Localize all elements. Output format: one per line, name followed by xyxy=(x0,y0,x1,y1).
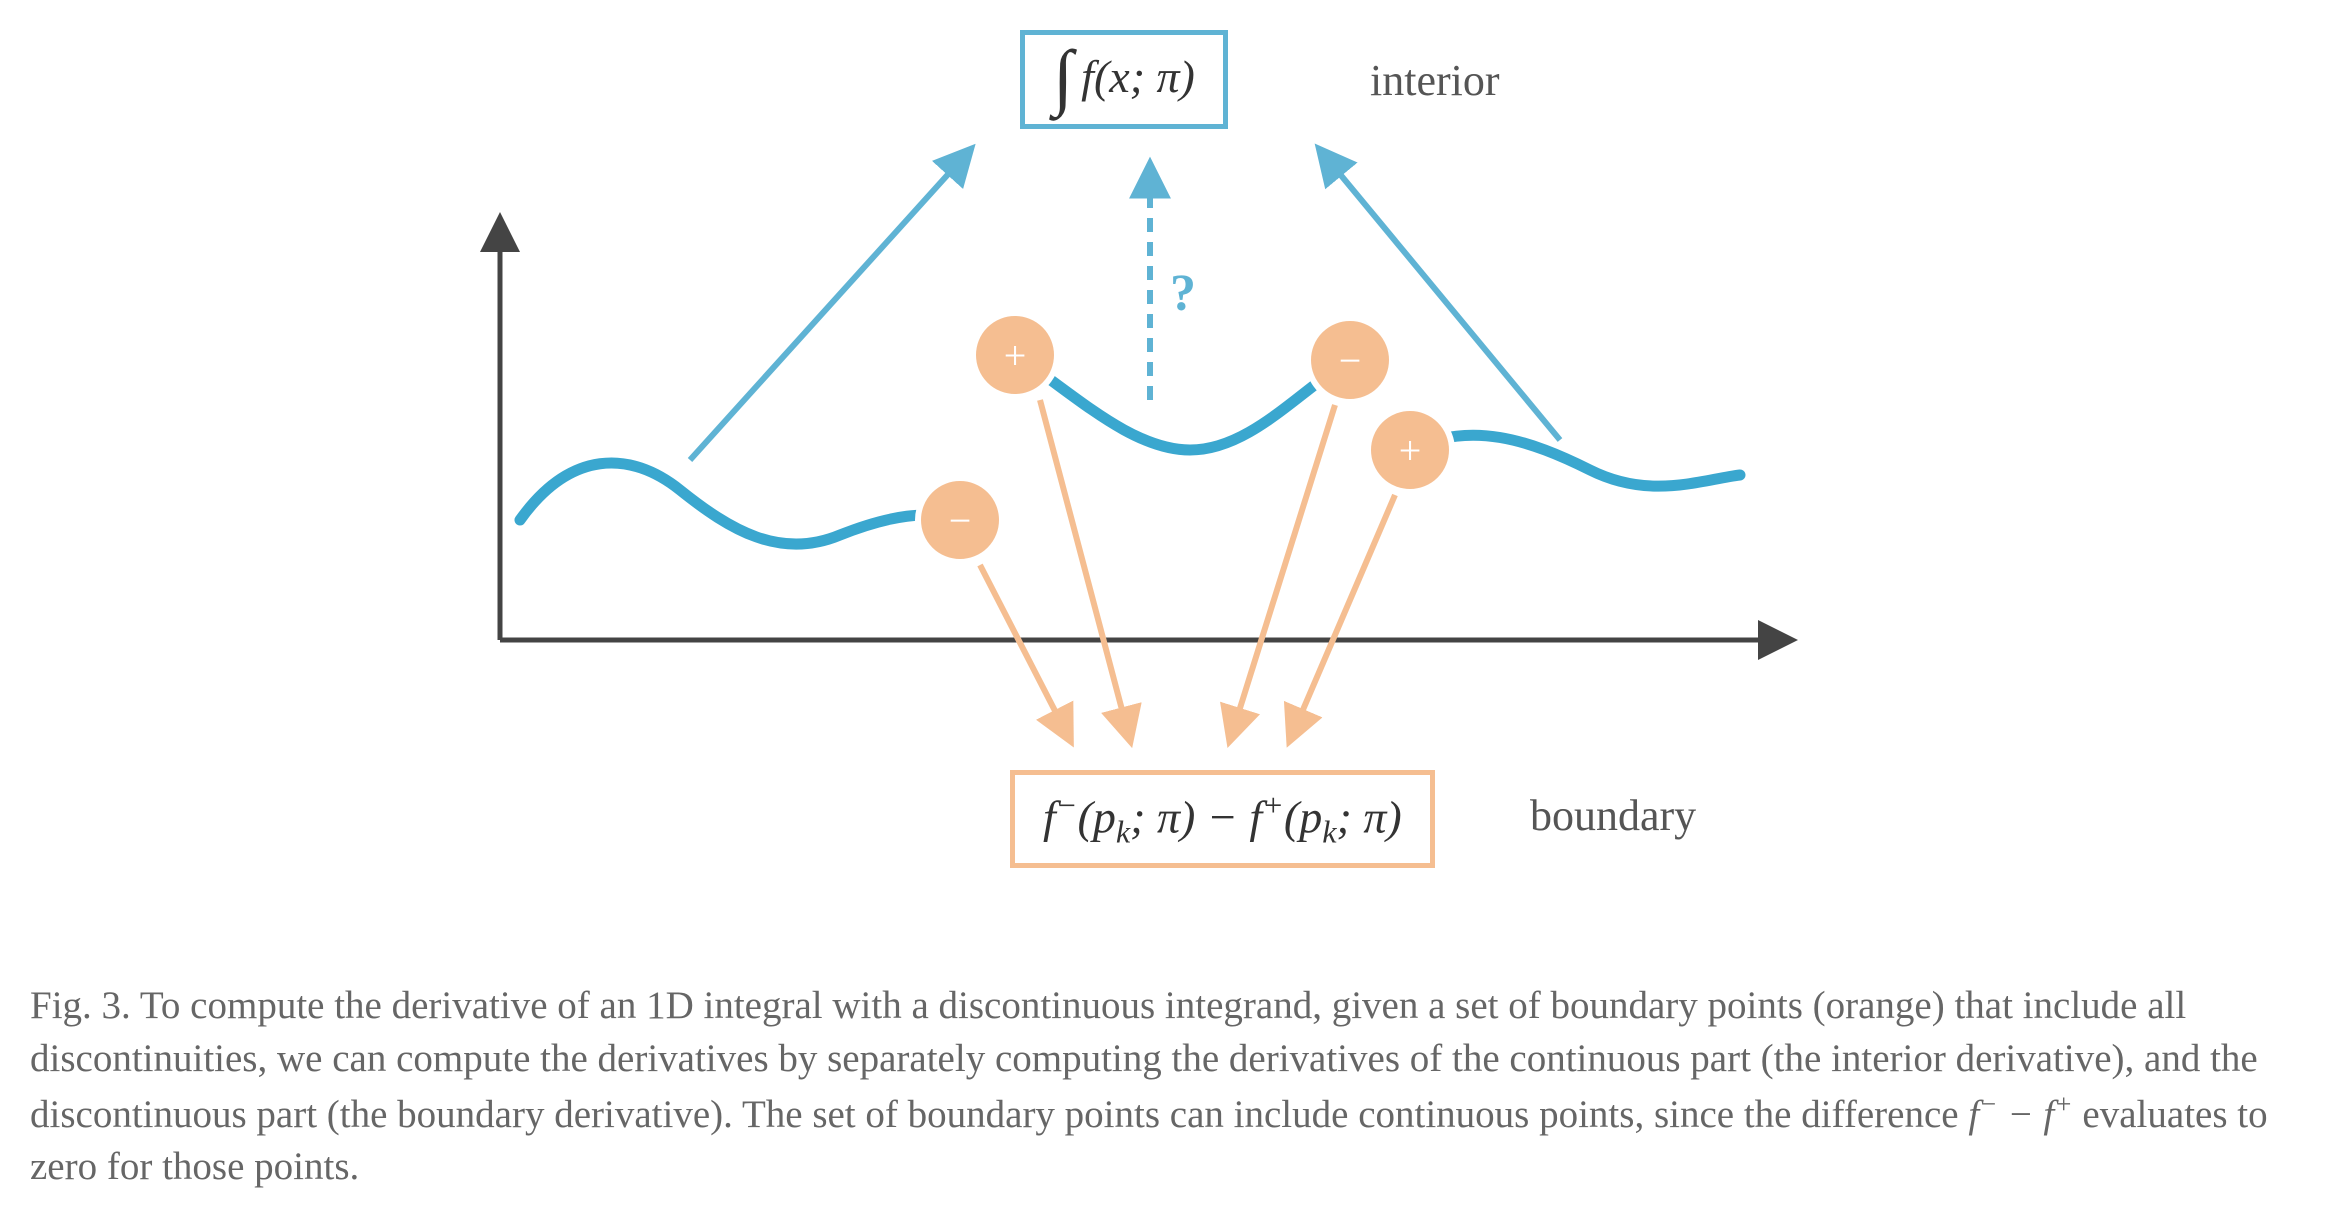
caption-prefix: Fig. 3. xyxy=(30,984,140,1027)
curve-segment xyxy=(1410,435,1740,486)
boundary-arg1: (p xyxy=(1078,791,1116,842)
sup-plus: + xyxy=(1262,787,1284,823)
caption-sup-plus: + xyxy=(2054,1089,2072,1119)
interior-box-body: f(x; π) xyxy=(1081,50,1195,103)
figure-caption: Fig. 3. To compute the derivative of an … xyxy=(30,980,2318,1194)
boundary-box: f−(pk; π) − f+(pk; π) xyxy=(1010,770,1435,868)
caption-body-1: To compute the derivative of an 1D integ… xyxy=(30,984,2258,1135)
boundary-f-minus: f xyxy=(1043,791,1056,842)
boundary-point-symbol: + xyxy=(1004,333,1027,378)
sub-k2: k xyxy=(1322,814,1336,850)
interior-arrow xyxy=(690,150,970,460)
curve-segment xyxy=(520,463,955,544)
boundary-point-symbol: − xyxy=(949,498,972,543)
boundary-arrow xyxy=(1230,405,1335,740)
interior-box: ∫ f(x; π) xyxy=(1020,30,1228,129)
sub-k1: k xyxy=(1116,814,1130,850)
boundary-arrow xyxy=(1290,495,1395,740)
boundary-arg2: (p xyxy=(1284,791,1322,842)
boundary-points: −+−+ xyxy=(918,313,1452,562)
caption-f2: f xyxy=(2043,1093,2054,1136)
caption-sup-minus: − xyxy=(1979,1089,1997,1119)
boundary-label: boundary xyxy=(1530,790,1696,841)
boundary-arrow xyxy=(980,565,1070,740)
interior-label: interior xyxy=(1370,55,1500,106)
boundary-arrow xyxy=(1040,400,1130,740)
boundary-point-symbol: − xyxy=(1339,338,1362,383)
curve-segment xyxy=(1015,355,1350,450)
integral-sign: ∫ xyxy=(1053,47,1073,106)
sup-minus: − xyxy=(1056,787,1078,823)
figure-container: ? −+−+ ∫ f(x; π) interior f−(pk; π) − f+… xyxy=(0,0,2348,1232)
caption-minus: − xyxy=(1998,1093,2044,1136)
question-mark: ? xyxy=(1170,265,1196,322)
boundary-mid: ; π) − f xyxy=(1130,791,1262,842)
boundary-end: ; π) xyxy=(1337,791,1402,842)
caption-f1: f xyxy=(1968,1093,1979,1136)
boundary-point-symbol: + xyxy=(1399,428,1422,473)
